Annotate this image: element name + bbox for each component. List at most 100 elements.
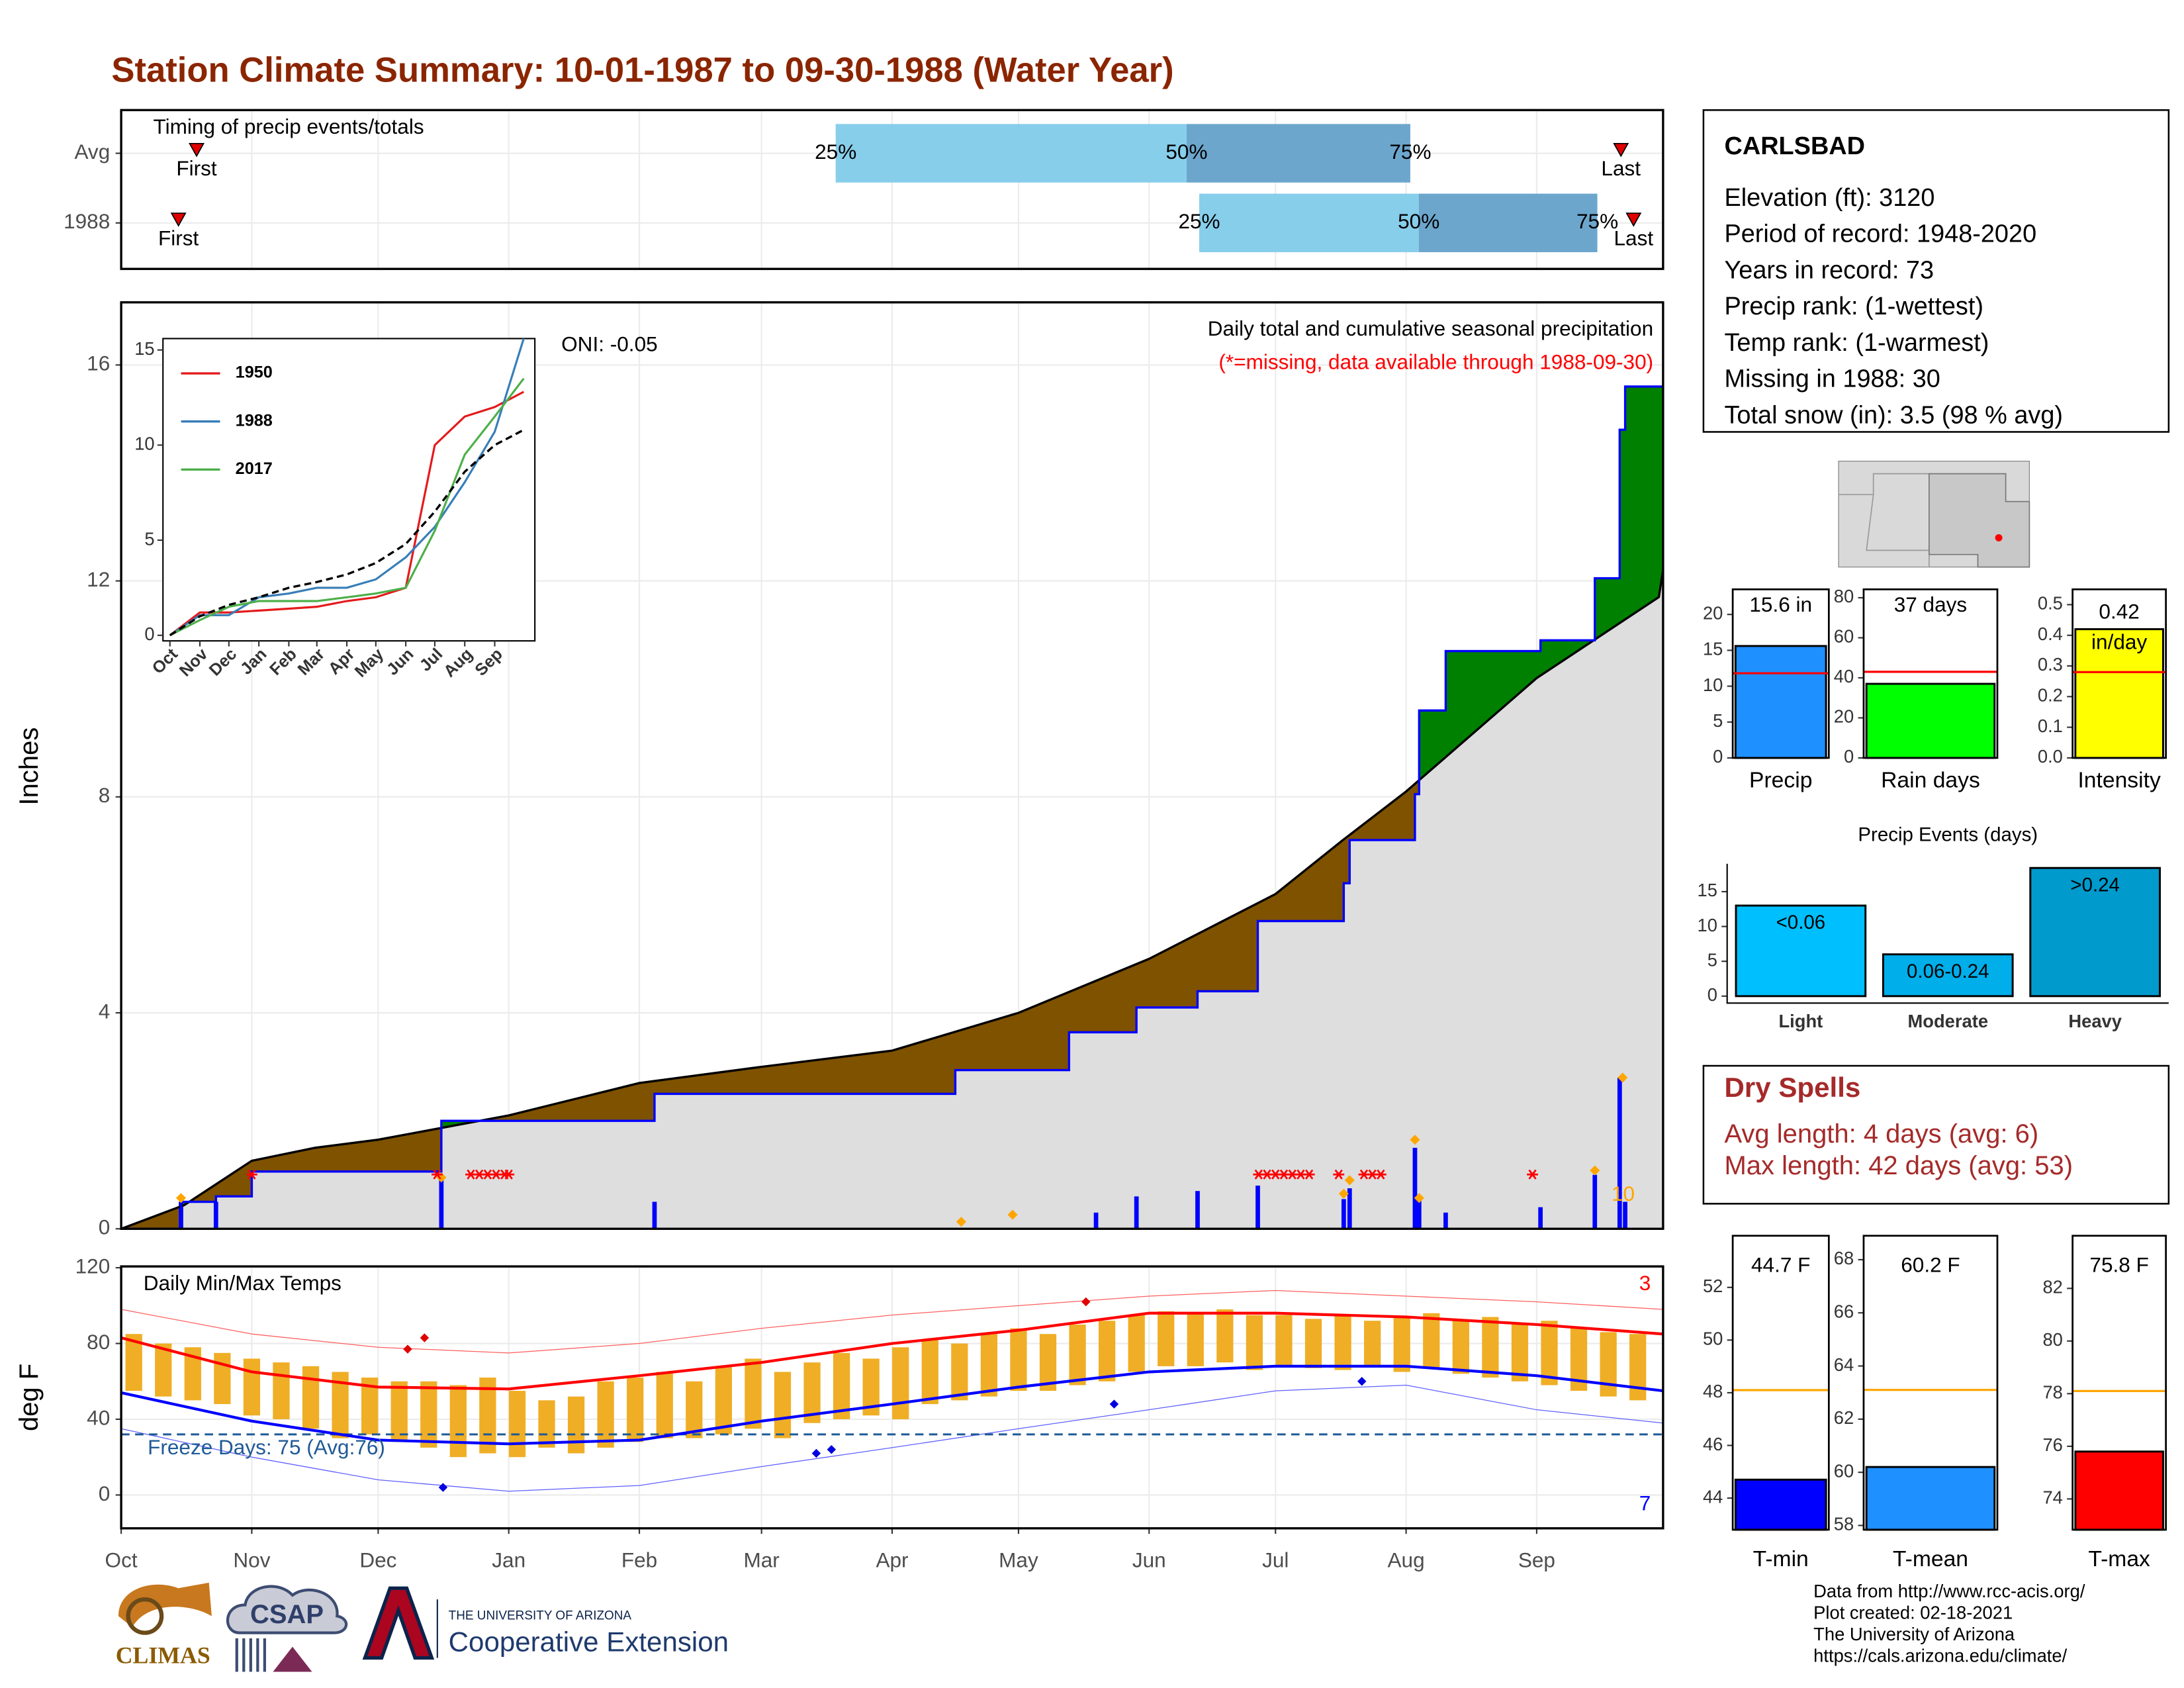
bar bbox=[1865, 682, 1996, 759]
temp-range-bar bbox=[567, 1396, 585, 1454]
inset-bg bbox=[162, 338, 536, 642]
panel-frame bbox=[120, 1265, 1664, 1530]
daily-bar bbox=[1093, 1212, 1099, 1229]
marker bbox=[1414, 1193, 1424, 1203]
temp-range-bar bbox=[1629, 1334, 1647, 1401]
temp-range-bar bbox=[1600, 1332, 1617, 1397]
event-label: First bbox=[176, 156, 217, 180]
x-tick-label: Rain days bbox=[1881, 769, 1980, 793]
freeze-label: Freeze Days: 75 (Avg:76) bbox=[148, 1435, 385, 1459]
daily-bar bbox=[1538, 1207, 1543, 1229]
daily-bar bbox=[1592, 1174, 1598, 1229]
bin-label: >0.24 bbox=[2070, 874, 2120, 896]
normal-line bbox=[120, 570, 1664, 1230]
temp-range-bar bbox=[1275, 1315, 1293, 1366]
temp-range-bar bbox=[479, 1378, 496, 1454]
missing-marker bbox=[1333, 1169, 1345, 1180]
bar bbox=[1734, 645, 1827, 759]
ua-logo bbox=[362, 1586, 435, 1660]
y-tick-label: 15 bbox=[1703, 639, 1723, 659]
daily-bar bbox=[213, 1201, 218, 1229]
bin-label: <0.06 bbox=[1776, 912, 1826, 933]
x-tick-label: Jul bbox=[1262, 1548, 1289, 1572]
x-tick-label: Mar bbox=[743, 1548, 779, 1572]
temp-range-bar bbox=[1216, 1309, 1234, 1363]
y-tick-label: 15 bbox=[134, 338, 154, 359]
y-tick-label: 8 bbox=[99, 783, 111, 807]
x-tick-label: Aug bbox=[1388, 1548, 1425, 1572]
climas-swoosh bbox=[118, 1582, 212, 1628]
temp-range-bar bbox=[1069, 1324, 1086, 1385]
y-tick-label: 0 bbox=[99, 1215, 111, 1239]
daily-bar bbox=[1416, 1196, 1422, 1229]
chart-frame bbox=[1731, 588, 1830, 759]
y-tick-label: 80 bbox=[87, 1330, 110, 1354]
credit-line: Data from http://www.rcc-acis.org/ bbox=[1813, 1581, 2085, 1601]
x-tick-label: Heavy bbox=[2068, 1011, 2122, 1031]
temp-range-bar bbox=[1099, 1321, 1116, 1382]
climas-ring bbox=[126, 1597, 164, 1635]
temp-range-bar bbox=[892, 1347, 909, 1419]
temp-range-bar bbox=[449, 1385, 467, 1458]
y-tick-label: 0 bbox=[144, 624, 154, 644]
y-tick-label: 0 bbox=[99, 1481, 111, 1505]
y-tick-label: 44 bbox=[1703, 1486, 1723, 1507]
y-tick-label: 64 bbox=[1834, 1354, 1854, 1375]
temp-range-bar bbox=[1246, 1315, 1263, 1370]
x-tick-label: Light bbox=[1778, 1011, 1823, 1031]
x-tick-label: Moderate bbox=[1907, 1011, 1988, 1031]
y-axis-label: deg F bbox=[15, 1364, 44, 1431]
x-tick-label: Apr bbox=[876, 1548, 908, 1572]
temp-range-bar bbox=[1423, 1313, 1440, 1368]
temp-range-bar bbox=[1187, 1313, 1204, 1366]
y-tick-label: 60 bbox=[1834, 626, 1854, 647]
map-state bbox=[1929, 473, 2030, 568]
logo-extension: Cooperative Extension bbox=[449, 1626, 729, 1658]
panel-title: Timing of precip events/totals bbox=[154, 115, 424, 138]
temp-range-bar bbox=[1452, 1321, 1469, 1374]
station-dot bbox=[1995, 534, 2003, 541]
normal-line bbox=[120, 1364, 1664, 1446]
quartile-label: 75% bbox=[1576, 209, 1618, 233]
y-tick-label: 4 bbox=[99, 999, 111, 1023]
csap-bars bbox=[235, 1638, 266, 1672]
chart-title: Precip Events (days) bbox=[1858, 824, 2038, 846]
dry-spell-line: Avg length: 4 days (avg: 6) bbox=[1724, 1119, 2038, 1149]
daily-bar bbox=[1195, 1191, 1200, 1229]
y-tick-label: 120 bbox=[75, 1254, 111, 1278]
y-tick-label: 66 bbox=[1834, 1301, 1854, 1321]
count-label: 10 bbox=[1612, 1182, 1635, 1205]
y-tick-label: 0.2 bbox=[2038, 685, 2063, 706]
x-tick-label: T-min bbox=[1753, 1547, 1809, 1571]
station-line: Precip rank: (1-wettest) bbox=[1724, 293, 1983, 320]
daily-bar bbox=[1255, 1186, 1260, 1229]
y-tick-label: 62 bbox=[1834, 1407, 1854, 1428]
marker bbox=[1338, 1188, 1349, 1199]
series-line bbox=[169, 391, 525, 636]
station-line: Years in record: 73 bbox=[1724, 256, 1934, 284]
temp-range-bar bbox=[273, 1362, 290, 1419]
csap-cloud bbox=[226, 1585, 348, 1634]
daily-bar bbox=[1412, 1147, 1418, 1229]
x-tick-label: Precip bbox=[1749, 769, 1812, 793]
y-tick-label: 46 bbox=[1703, 1434, 1723, 1454]
chart-frame bbox=[1862, 1235, 1999, 1531]
y-tick-label: 80 bbox=[2042, 1329, 2062, 1350]
record-high-count: 3 bbox=[1639, 1271, 1651, 1295]
record-low-count: 7 bbox=[1639, 1491, 1651, 1515]
temp-range-bar bbox=[1010, 1328, 1027, 1391]
credit-line: https://cals.arizona.edu/climate/ bbox=[1813, 1646, 2067, 1666]
value-label: 44.7 F bbox=[1751, 1252, 1810, 1276]
legend-label: 2017 bbox=[236, 459, 273, 478]
y-tick-label: 10 bbox=[134, 434, 154, 454]
axis-line bbox=[1726, 863, 2169, 1004]
logos: CLIMAS CSAP THE UNIVERSITY OF ARIZONA Co… bbox=[116, 1582, 729, 1672]
event-label: First bbox=[158, 226, 199, 250]
temp-range-bar bbox=[1039, 1334, 1057, 1391]
y-tick-label: 10 bbox=[1698, 915, 1717, 935]
temp-range-bar bbox=[1541, 1321, 1558, 1385]
series-line bbox=[169, 338, 525, 637]
temp-range-bar bbox=[1393, 1317, 1410, 1372]
x-tick-label: Intensity bbox=[2077, 769, 2161, 793]
logo-climas: CLIMAS bbox=[116, 1642, 210, 1669]
